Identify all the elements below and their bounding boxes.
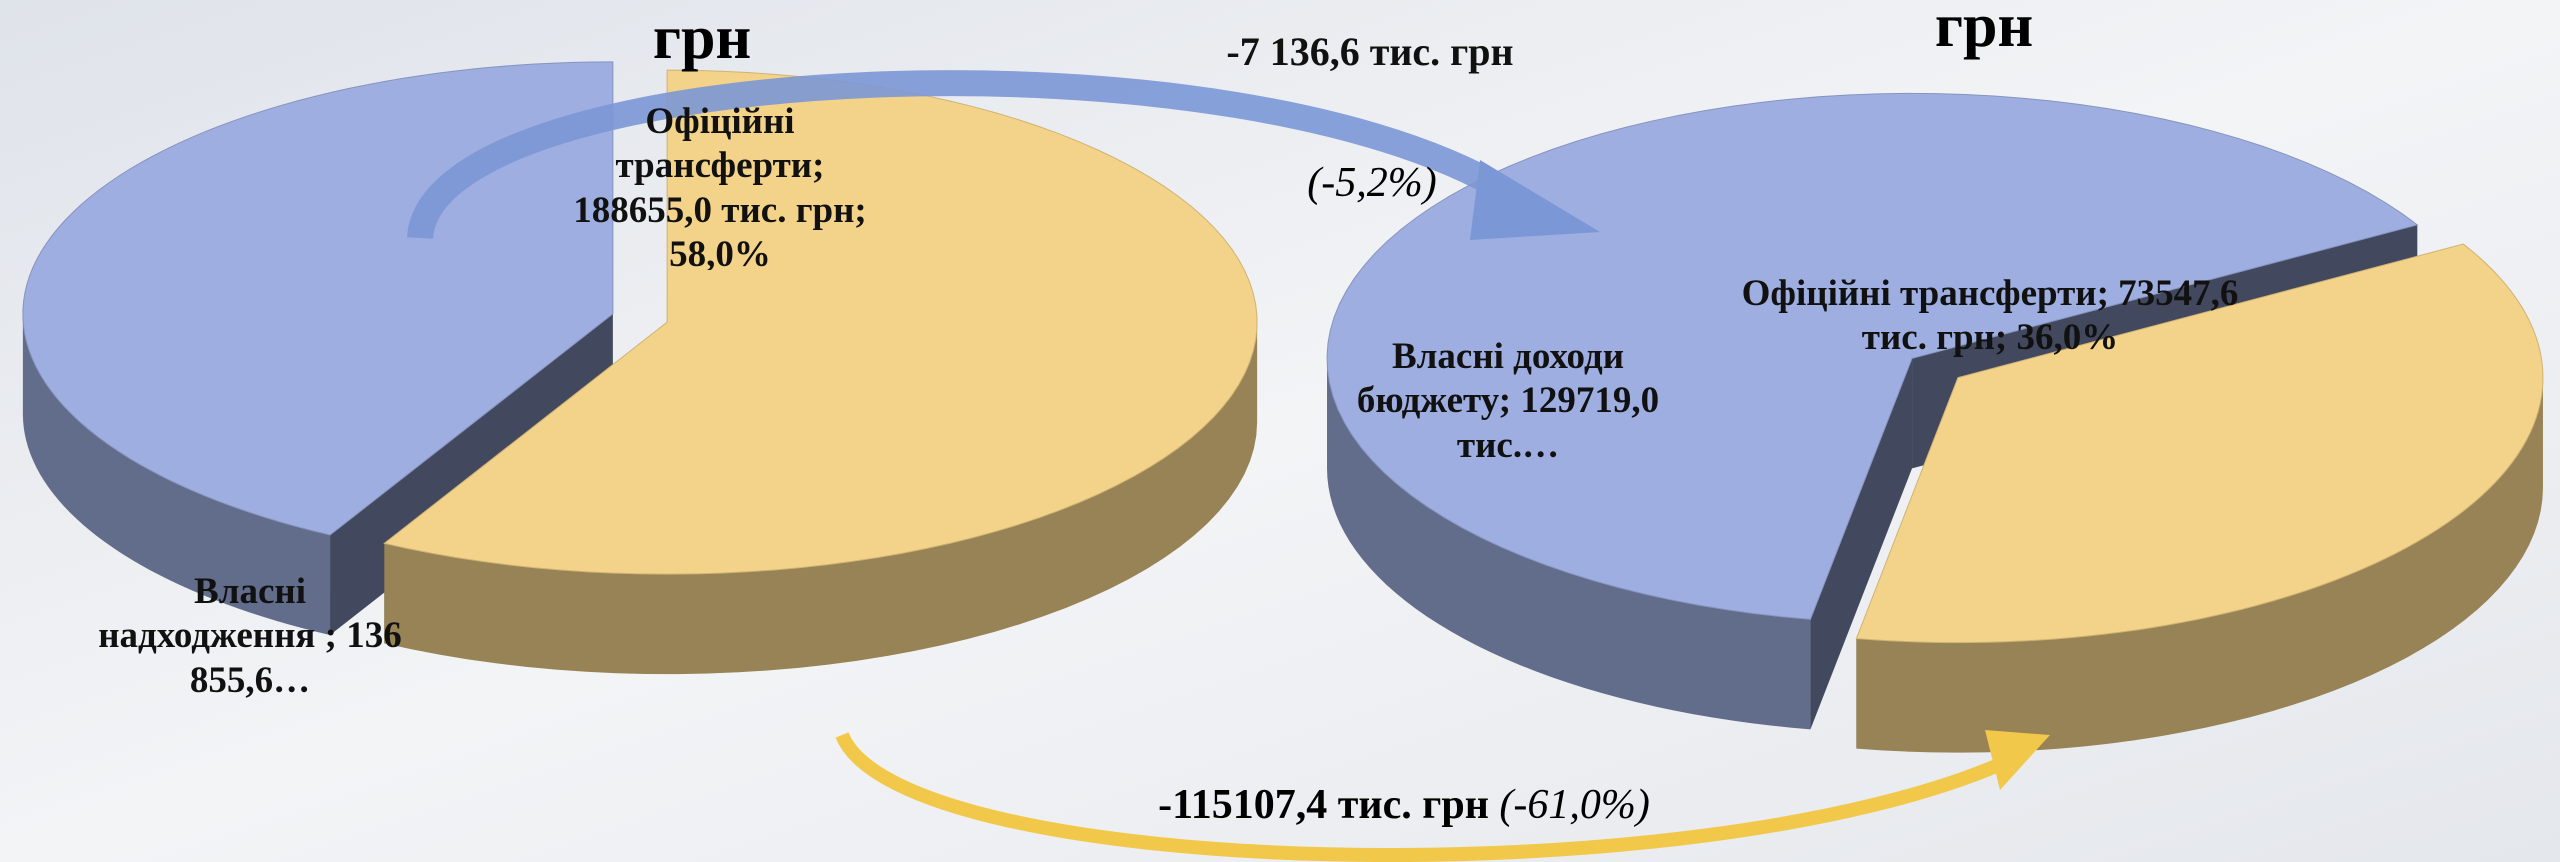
annotation: -7 136,6 тис. грн — [1190, 28, 1550, 76]
chart-title: грн — [1935, 0, 2033, 60]
chart: грн грн -7 136,6 тис. грн (-5,2%) -11510… — [0, 0, 2560, 862]
annotation: -115107,4 тис. грн — [1158, 782, 1489, 828]
data-label-box: Власні надходження ; 136 855,6… — [85, 570, 415, 740]
data-label: Офіційні трансферти; 188655,0 тис. грн; … — [560, 100, 880, 270]
annotation: (-61,0%) — [1499, 782, 1649, 828]
data-label-box: Офіційні трансферти; 188655,0 тис. грн; … — [560, 100, 880, 270]
data-label-box: Власні доходи бюджету; 129719,0 тис.… — [1318, 335, 1698, 505]
page: грн грн -7 136,6 тис. грн (-5,2%) -11510… — [0, 0, 2560, 862]
chart-title: грн — [653, 4, 751, 72]
annotation: (-5,2%) — [1307, 160, 1436, 206]
data-label: Офіційні трансферти; 73547,6 тис. грн; 3… — [1740, 272, 2240, 361]
data-label: Власні надходження ; 136 855,6… — [85, 570, 415, 703]
annotation-box: -7 136,6 тис. грн — [1190, 28, 1550, 158]
annotation: -115107,4 тис. грн (-61,0%) — [1158, 782, 1650, 828]
data-label-box: Офіційні трансферти; 73547,6 тис. грн; 3… — [1740, 272, 2240, 442]
data-label: Власні доходи бюджету; 129719,0 тис.… — [1318, 335, 1698, 468]
